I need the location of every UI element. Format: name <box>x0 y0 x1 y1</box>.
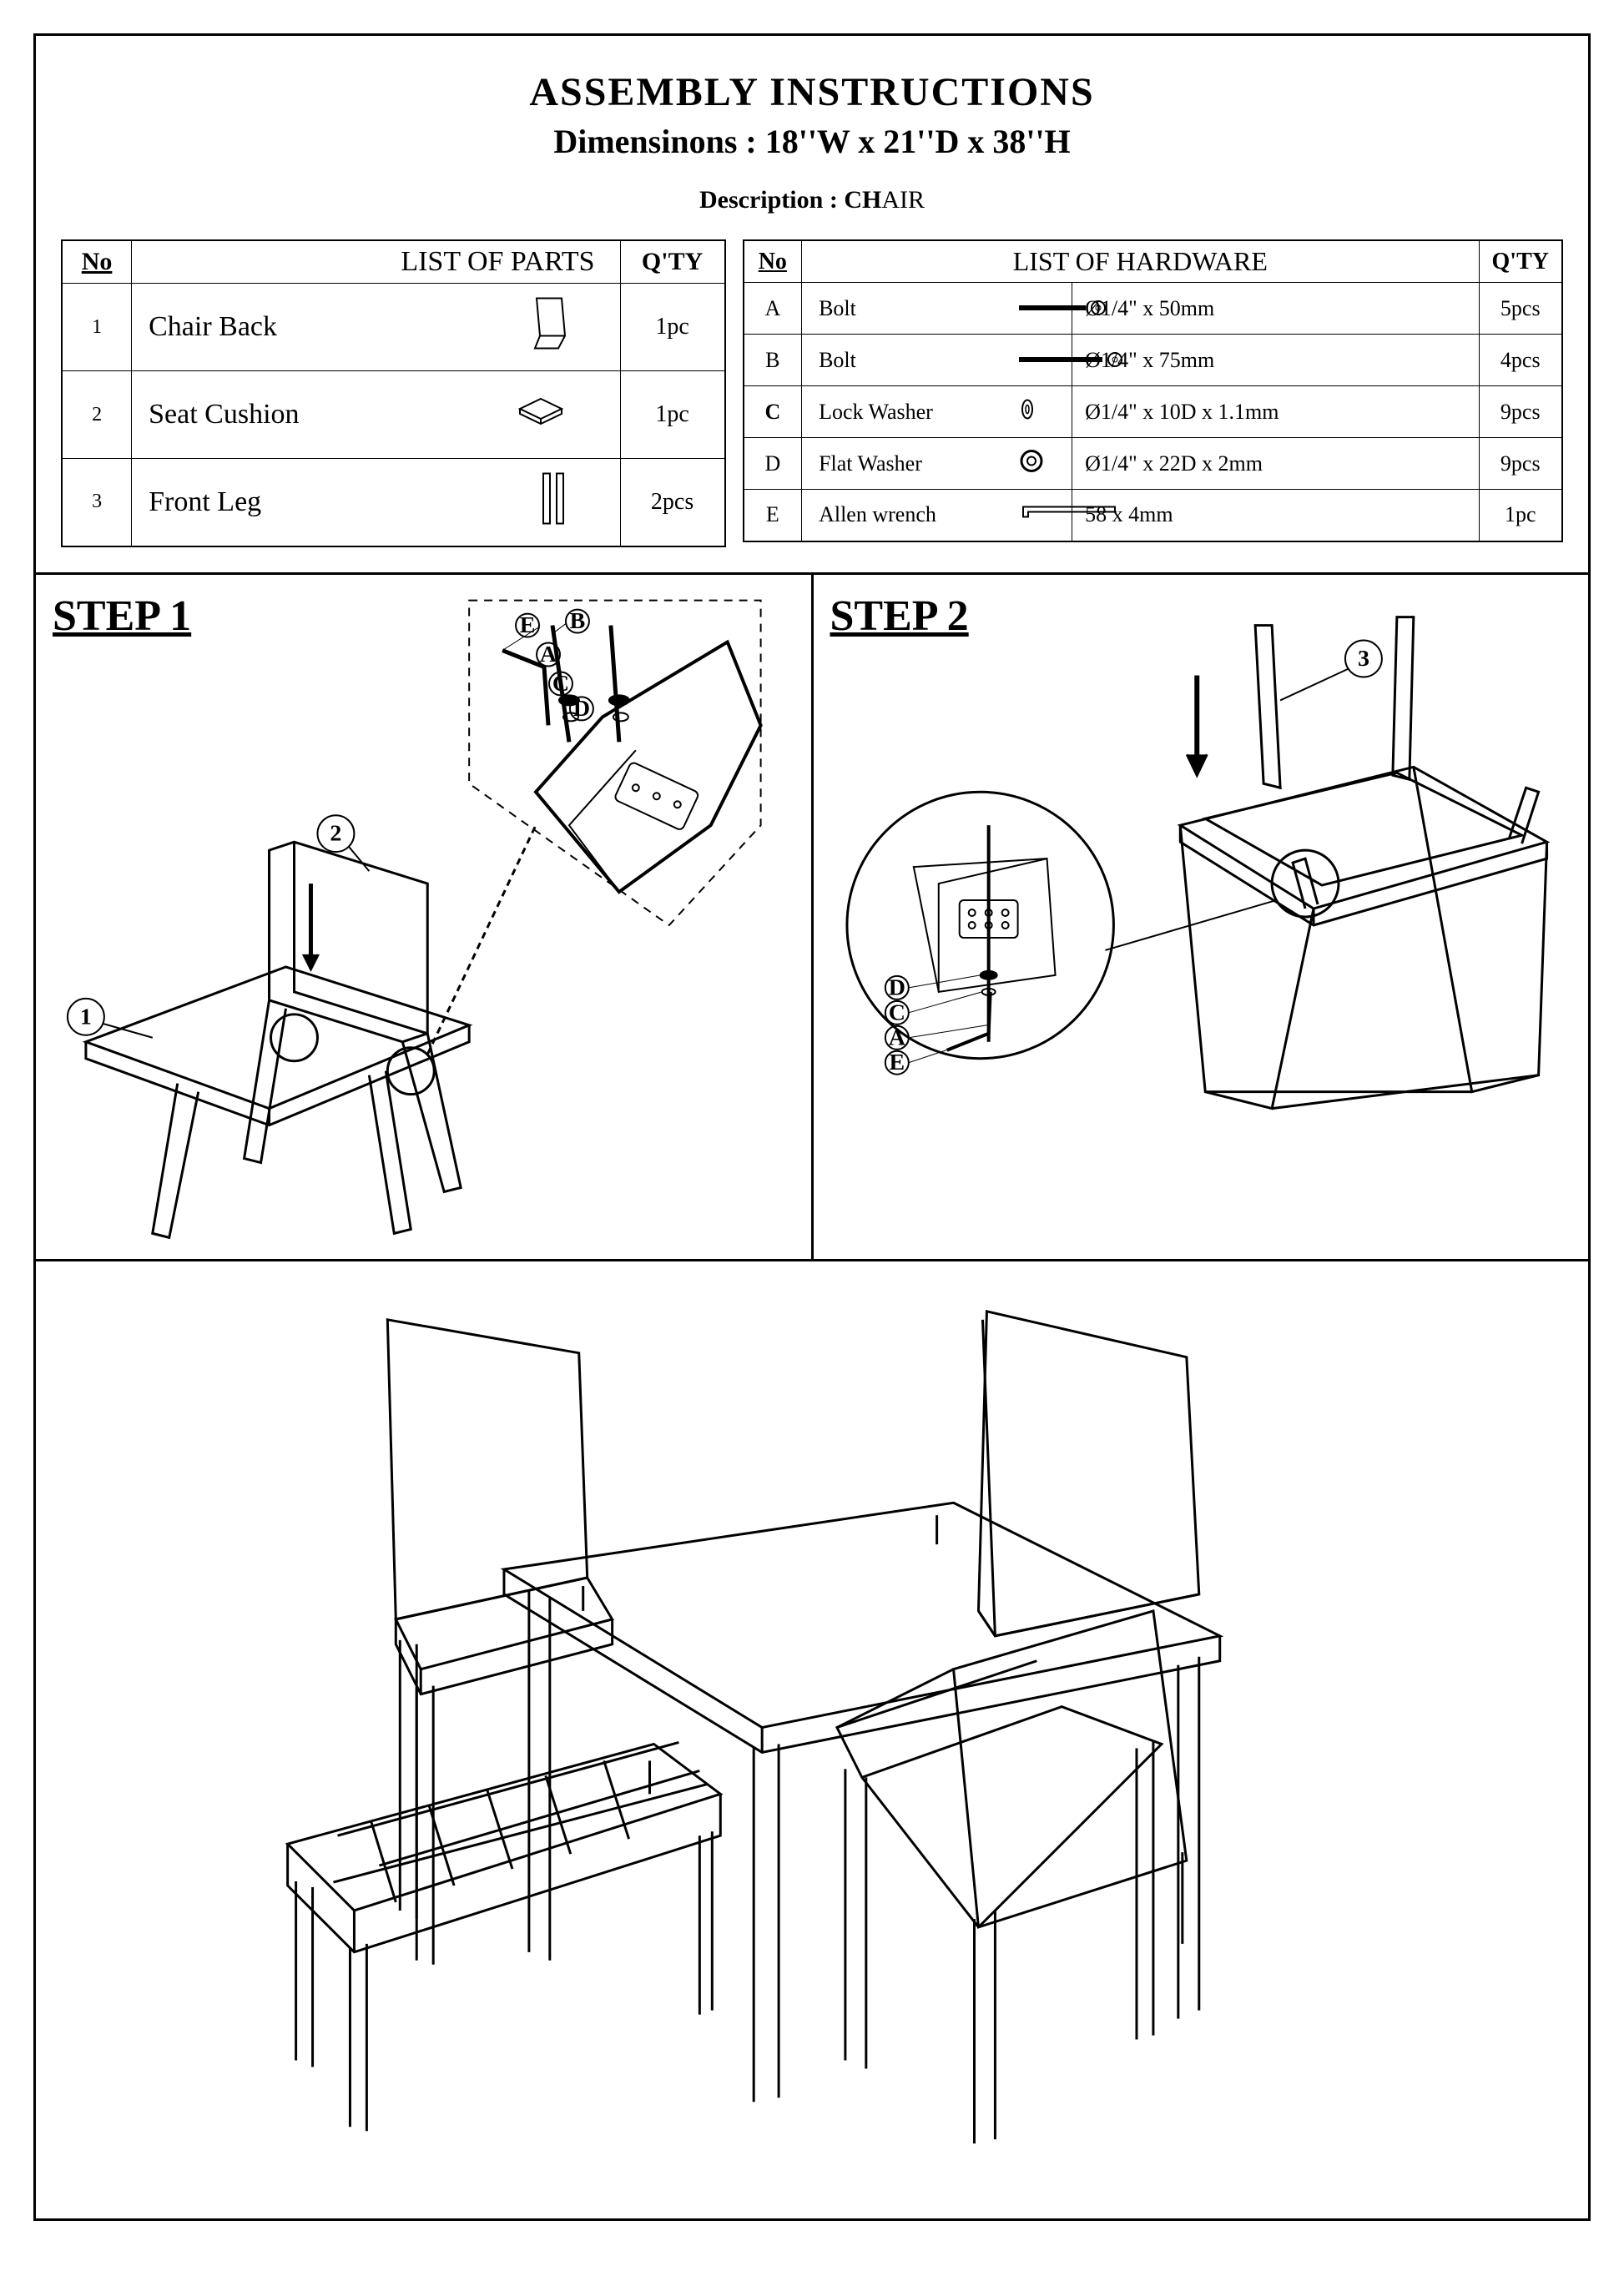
lock-washer-icon <box>1019 398 1036 425</box>
step2-diagram: D C A E <box>814 575 1589 1259</box>
flat-washer-icon <box>1019 448 1044 479</box>
assembly-instructions-page: ASSEMBLY INSTRUCTIONS Dimensinons : 18''… <box>33 33 1591 2221</box>
description-rest: AIR <box>881 186 925 214</box>
hw-name: Allen wrench <box>802 490 1072 541</box>
hardware-header-qty: Q'TY <box>1479 240 1562 283</box>
parts-row: 3 Front Leg 2pcs <box>62 459 725 546</box>
parts-row: 2 Seat Cushion 1pc <box>62 371 725 459</box>
step2-panel: STEP 2 <box>814 575 1589 1259</box>
page-title: ASSEMBLY INSTRUCTIONS <box>53 69 1571 115</box>
chair-back-icon <box>528 295 570 360</box>
part-qty: 2pcs <box>620 459 724 546</box>
part-no: 1 <box>62 284 132 371</box>
hw-spec: Ø1/4" x 22D x 2mm <box>1072 438 1479 490</box>
hw-no: A <box>744 283 802 335</box>
hw-spec: Ø1/4" x 75mm <box>1072 335 1479 386</box>
detail-label-e: E <box>889 1050 905 1075</box>
bolt-long-icon <box>1019 348 1127 373</box>
allen-wrench-icon <box>1019 502 1119 528</box>
bolt-short-icon <box>1019 296 1111 321</box>
final-diagram <box>36 1261 1588 2218</box>
part-no: 2 <box>62 371 132 459</box>
parts-row: 1 Chair Back 1pc <box>62 284 725 371</box>
hw-spec: Ø1/4" x 50mm <box>1072 283 1479 335</box>
hw-name: Bolt <box>802 335 1072 386</box>
step1-diagram: E B A C D <box>36 575 811 1259</box>
hw-qty: 9pcs <box>1479 438 1562 490</box>
part-name: Chair Back <box>132 284 620 371</box>
detail-label-c: C <box>552 670 569 696</box>
hardware-row: A Bolt Ø1/4" x 50mm 5pcs <box>744 283 1562 335</box>
hw-qty: 1pc <box>1479 490 1562 541</box>
detail-label-a: A <box>888 1025 905 1050</box>
hw-name: Lock Washer <box>802 386 1072 438</box>
detail-label-c: C <box>888 999 905 1025</box>
parts-header-qty: Q'TY <box>620 240 724 284</box>
hardware-row: C Lock Washer Ø1/4" x 10D x 1.1mm 9pcs <box>744 386 1562 438</box>
hw-no: B <box>744 335 802 386</box>
callout-2: 2 <box>330 820 341 846</box>
hardware-header-no: No <box>744 240 802 283</box>
hw-qty: 9pcs <box>1479 386 1562 438</box>
part-no: 3 <box>62 459 132 546</box>
parts-header-list: LIST OF PARTS <box>132 240 620 284</box>
hw-qty: 5pcs <box>1479 283 1562 335</box>
hardware-header-list: LIST OF HARDWARE <box>802 240 1479 283</box>
hardware-row: B Bolt Ø1/4" x 75mm 4pcs <box>744 335 1562 386</box>
hw-spec: 58 x 4mm <box>1072 490 1479 541</box>
front-leg-icon <box>537 469 570 535</box>
hw-name: Bolt <box>802 283 1072 335</box>
final-panel <box>36 1259 1588 2218</box>
part-name: Front Leg <box>132 459 620 546</box>
dimensions-text: Dimensinons : 18''W x 21''D x 38''H <box>53 122 1571 161</box>
description-label: Description : <box>699 186 844 214</box>
hardware-table: No LIST OF HARDWARE Q'TY A Bolt Ø1/4" x … <box>743 239 1563 542</box>
hw-no: C <box>744 386 802 438</box>
callout-3: 3 <box>1357 646 1369 672</box>
hardware-row: E Allen wrench 58 x 4mm 1pc <box>744 490 1562 541</box>
header-block: ASSEMBLY INSTRUCTIONS Dimensinons : 18''… <box>36 36 1588 231</box>
hardware-header-row: No LIST OF HARDWARE Q'TY <box>744 240 1562 283</box>
description-line: Description : CHAIR <box>53 186 1571 214</box>
hw-qty: 4pcs <box>1479 335 1562 386</box>
detail-label-d: D <box>573 695 590 721</box>
detail-label-d: D <box>888 974 905 1000</box>
description-bold: CH <box>844 186 881 214</box>
parts-table: No LIST OF PARTS Q'TY 1 Chair Back 1pc 2… <box>61 239 726 547</box>
callout-1: 1 <box>80 1004 92 1030</box>
hw-no: E <box>744 490 802 541</box>
hardware-row: D Flat Washer Ø1/4" x 22D x 2mm 9pcs <box>744 438 1562 490</box>
seat-cushion-icon <box>512 392 570 437</box>
steps-row: STEP 1 <box>36 572 1588 1259</box>
part-qty: 1pc <box>620 371 724 459</box>
hw-name: Flat Washer <box>802 438 1072 490</box>
hw-no: D <box>744 438 802 490</box>
detail-label-a: A <box>540 642 557 667</box>
part-name: Seat Cushion <box>132 371 620 459</box>
parts-header-row: No LIST OF PARTS Q'TY <box>62 240 725 284</box>
tables-row: No LIST OF PARTS Q'TY 1 Chair Back 1pc 2… <box>36 231 1588 572</box>
part-qty: 1pc <box>620 284 724 371</box>
step1-panel: STEP 1 <box>36 575 814 1259</box>
hw-spec: Ø1/4" x 10D x 1.1mm <box>1072 386 1479 438</box>
detail-label-b: B <box>570 608 586 634</box>
parts-header-no: No <box>62 240 132 284</box>
